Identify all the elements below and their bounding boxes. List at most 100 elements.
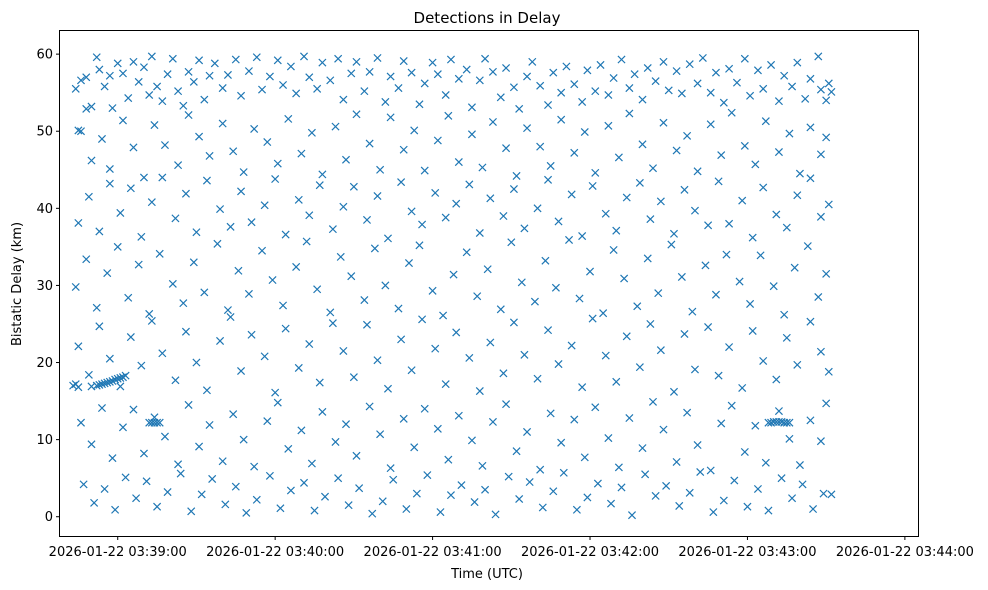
y-tick-label: 10 [36, 433, 53, 448]
data-point [690, 206, 699, 215]
x-tick-label: 2026-01-22 03:42:00 [521, 545, 659, 560]
data-point [738, 196, 747, 205]
data-point [704, 323, 713, 332]
data-point [780, 310, 789, 319]
data-point [499, 369, 508, 378]
data-point [339, 202, 348, 211]
data-point [315, 378, 324, 387]
y-tick-label: 0 [45, 510, 53, 525]
data-point [562, 62, 571, 71]
data-point [546, 409, 555, 418]
data-point [74, 126, 83, 135]
data-point [578, 97, 587, 106]
data-point [412, 489, 421, 498]
data-point [163, 70, 172, 79]
data-point [284, 114, 293, 123]
data-point [305, 211, 314, 220]
data-point [478, 163, 487, 172]
data-point [221, 500, 230, 509]
data-point [87, 102, 96, 111]
data-point [662, 481, 671, 490]
data-point [113, 242, 122, 251]
data-point [95, 65, 104, 74]
data-point [163, 488, 172, 497]
data-point [276, 504, 285, 513]
data-point [252, 495, 261, 504]
data-point [124, 293, 133, 302]
data-point [158, 173, 167, 182]
data-point [97, 380, 107, 389]
data-point [126, 333, 135, 342]
data-point [774, 148, 783, 157]
data-point [433, 136, 442, 145]
data-point [533, 374, 542, 383]
data-point [404, 259, 413, 268]
data-point [307, 128, 316, 137]
data-point [599, 309, 608, 318]
data-point [588, 181, 597, 190]
chart-title: Detections in Delay [414, 9, 561, 27]
data-point [116, 373, 125, 382]
data-point [268, 276, 277, 285]
data-point [318, 407, 327, 416]
data-point [373, 356, 382, 365]
data-point [229, 147, 238, 156]
data-point [292, 89, 301, 98]
data-point [362, 215, 372, 224]
data-point [641, 470, 650, 479]
data-point [546, 161, 555, 170]
data-point [365, 402, 374, 411]
data-point [824, 200, 833, 209]
data-point [386, 113, 395, 122]
data-point [617, 55, 626, 64]
data-point [383, 234, 393, 243]
data-point [801, 94, 810, 103]
data-point [297, 149, 306, 158]
data-point [320, 492, 330, 501]
data-point [575, 294, 584, 303]
data-point [822, 399, 831, 408]
data-point [402, 504, 411, 514]
data-point [685, 60, 694, 69]
data-point [258, 85, 267, 94]
data-point [265, 471, 274, 480]
data-point [223, 306, 232, 315]
data-point [334, 474, 343, 483]
data-point [386, 72, 395, 81]
data-point [239, 435, 248, 444]
data-point [452, 328, 461, 337]
data-point [139, 173, 148, 182]
data-point [517, 278, 526, 287]
data-point [659, 118, 668, 127]
data-point [197, 490, 206, 499]
data-point [365, 139, 374, 148]
data-point [580, 453, 589, 462]
data-point [299, 52, 309, 61]
data-point [202, 386, 211, 395]
data-point [134, 77, 143, 86]
data-point [467, 436, 476, 445]
data-point [709, 508, 718, 517]
data-point [376, 165, 385, 174]
data-point [496, 305, 505, 314]
data-point [407, 207, 416, 216]
data-point [651, 77, 660, 86]
data-point [669, 229, 679, 238]
data-point [696, 467, 705, 477]
data-point [520, 224, 529, 233]
data-point [171, 214, 180, 223]
data-point [483, 265, 492, 274]
data-point [481, 485, 490, 494]
data-point [263, 137, 272, 147]
data-point [95, 322, 104, 331]
data-point [604, 434, 613, 443]
data-point [292, 262, 301, 271]
data-point [76, 76, 86, 85]
data-point [273, 56, 282, 65]
data-point [310, 506, 319, 515]
data-point [145, 309, 154, 318]
data-point [205, 420, 214, 430]
data-point [446, 491, 455, 500]
data-point [229, 410, 238, 419]
